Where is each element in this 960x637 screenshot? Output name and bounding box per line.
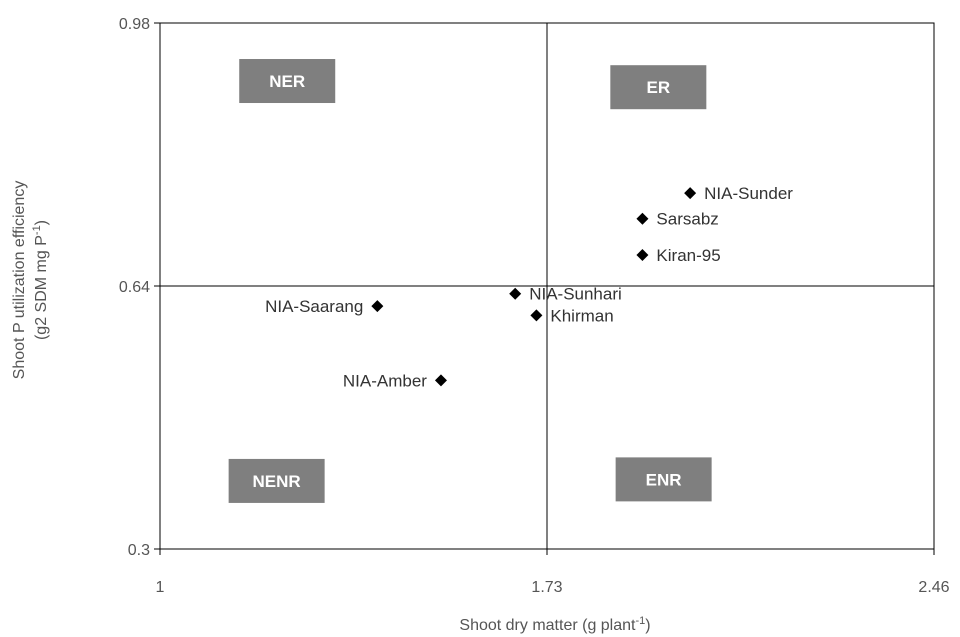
y-axis-title-line1: Shoot P utilization efficiency (11, 181, 28, 380)
x-tick-label: 2.46 (918, 579, 949, 596)
quadrant-label-box (228, 458, 325, 503)
data-point-label: Sarsabz (656, 210, 718, 229)
data-point-marker (371, 300, 384, 313)
y-axis-title: Shoot P utilization efficiency (g2 SDM m… (11, 181, 50, 380)
quadrant-label-text: NENR (253, 472, 301, 491)
quadrant-label-box (615, 457, 712, 502)
y-axis-title-line2: (g2 SDM mg P-1) (31, 220, 50, 340)
data-point-marker (509, 287, 522, 300)
data-point-label: NIA-Sunder (704, 184, 793, 203)
quadrant-label-nenr: NENR (228, 458, 325, 503)
data-point-marker (434, 374, 447, 387)
quadrant-label-ner: NER (239, 59, 336, 104)
quadrant-labels: NER ER NENR ENR (228, 59, 712, 503)
quadrant-label-enr: ENR (615, 457, 712, 502)
x-axis-title: Shoot dry matter (g plant-1) (459, 615, 650, 634)
data-point-label: NIA-Sunhari (529, 285, 622, 304)
quadrant-label-text: ER (647, 78, 671, 97)
data-point-marker (684, 187, 697, 200)
x-tick-label: 1.73 (531, 579, 562, 596)
quadrant-label-box (239, 59, 336, 104)
data-point-marker (636, 212, 649, 225)
quadrant-label-box (610, 65, 707, 110)
data-point-label: Khirman (550, 306, 613, 325)
quadrant-label-text: ENR (646, 470, 682, 489)
data-points: NIA-Sunder Sarsabz Kiran-95 NIA-Sunhari Khir… (265, 184, 793, 390)
quadrant-label-er: ER (610, 65, 707, 110)
y-axis-ticks: 0.3 0.64 0.98 (119, 16, 160, 559)
y-tick-label: 0.3 (128, 542, 150, 559)
data-point-label: NIA-Amber (343, 371, 427, 390)
quadrant-label-text: NER (269, 72, 305, 91)
y-tick-label: 0.64 (119, 279, 150, 296)
x-tick-label: 1 (156, 579, 165, 596)
data-point-label: Kiran-95 (656, 246, 720, 265)
y-tick-label: 0.98 (119, 16, 150, 33)
data-point-marker (530, 309, 543, 322)
data-point-marker (636, 249, 649, 262)
x-axis-ticks: 1 1.73 2.46 (156, 549, 950, 596)
data-point-label: NIA-Saarang (265, 297, 363, 316)
